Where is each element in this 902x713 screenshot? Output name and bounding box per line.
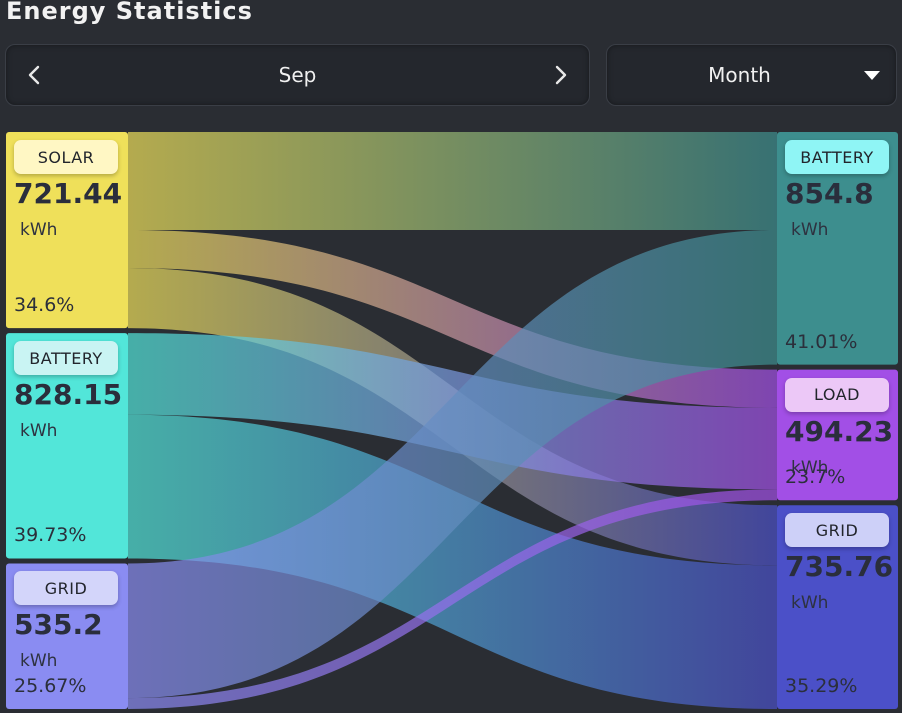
range-dropdown[interactable]: Month (606, 44, 897, 106)
target-node-label: GRID (785, 513, 889, 548)
target-node-percent: 23.7% (785, 466, 846, 489)
page-title: Energy Statistics (6, 0, 253, 25)
source-node-solar[interactable] (6, 132, 128, 329)
source-node-percent: 34.6% (14, 294, 75, 317)
source-node-label: SOLAR (14, 140, 118, 174)
period-selector: Sep (5, 44, 590, 106)
target-node-grid[interactable] (777, 505, 898, 709)
period-label: Sep (278, 63, 317, 87)
prev-period-button[interactable] (6, 45, 62, 105)
target-node-unit: kWh (791, 457, 829, 478)
target-node-label: BATTERY (785, 140, 889, 174)
target-node-battery[interactable] (777, 132, 898, 365)
target-node-unit: kWh (791, 220, 829, 240)
target-node-label: LOAD (785, 377, 889, 412)
caret-down-icon (848, 69, 896, 81)
source-node-percent: 39.73% (14, 524, 87, 547)
chevron-right-icon (555, 65, 567, 85)
target-node-unit: kWh (791, 593, 829, 614)
target-node-percent: 41.01% (785, 330, 858, 353)
source-node-percent: 25.67% (14, 675, 87, 697)
chevron-left-icon (28, 65, 40, 85)
source-node-label: BATTERY (14, 341, 118, 376)
sankey-flow (128, 132, 777, 230)
target-node-value: 494.23 (785, 414, 894, 448)
source-node-unit: kWh (20, 651, 58, 672)
target-node-value: 735.76 (785, 550, 894, 584)
next-period-button[interactable] (533, 45, 589, 105)
source-node-label: GRID (14, 571, 118, 606)
source-node-value: 721.44 (14, 177, 123, 210)
range-dropdown-value: Month (708, 63, 771, 87)
source-node-value: 535.2 (14, 608, 103, 642)
sankey-flow (128, 489, 777, 709)
target-node-percent: 35.29% (785, 675, 858, 697)
sankey-flow (128, 229, 777, 699)
source-node-value: 828.15 (14, 378, 123, 412)
target-node-value: 854.8 (785, 177, 874, 210)
source-node-unit: kWh (20, 421, 58, 442)
source-node-battery[interactable] (6, 333, 128, 559)
source-node-unit: kWh (20, 220, 58, 240)
sankey-flow (128, 414, 777, 709)
